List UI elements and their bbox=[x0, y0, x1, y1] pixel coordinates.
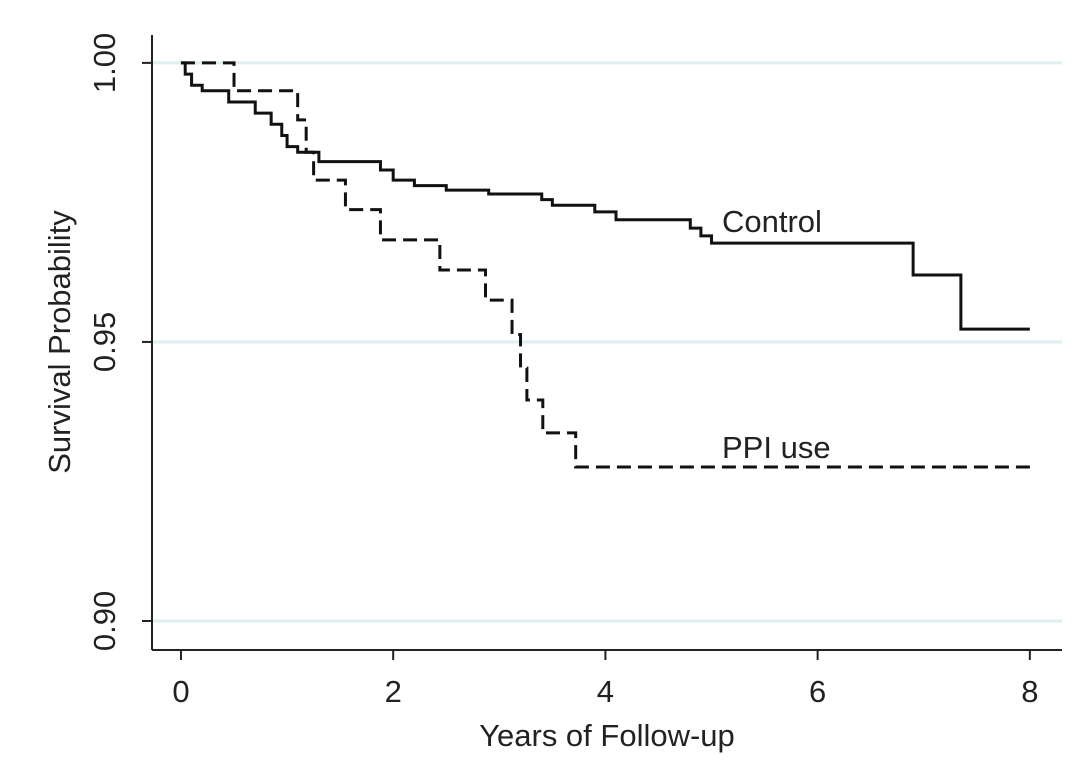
x-tick-label: 0 bbox=[172, 674, 189, 709]
survival-line bbox=[180, 61, 1030, 331]
y-tick-label: 1.00 bbox=[87, 33, 122, 93]
x-tick-label: 8 bbox=[1021, 674, 1038, 709]
series-label: Control bbox=[722, 204, 822, 239]
x-tick-label: 2 bbox=[385, 674, 402, 709]
x-tick-label: 6 bbox=[809, 674, 826, 709]
x-axis-title: Years of Follow-up bbox=[479, 718, 735, 753]
series-label: PPI use bbox=[722, 430, 831, 465]
y-tick-label: 0.90 bbox=[87, 591, 122, 651]
survival-line bbox=[180, 61, 1036, 469]
y-tick-label: 0.95 bbox=[87, 312, 122, 372]
y-axis-title: Survival Probability bbox=[42, 210, 77, 474]
x-tick-label: 4 bbox=[597, 674, 614, 709]
